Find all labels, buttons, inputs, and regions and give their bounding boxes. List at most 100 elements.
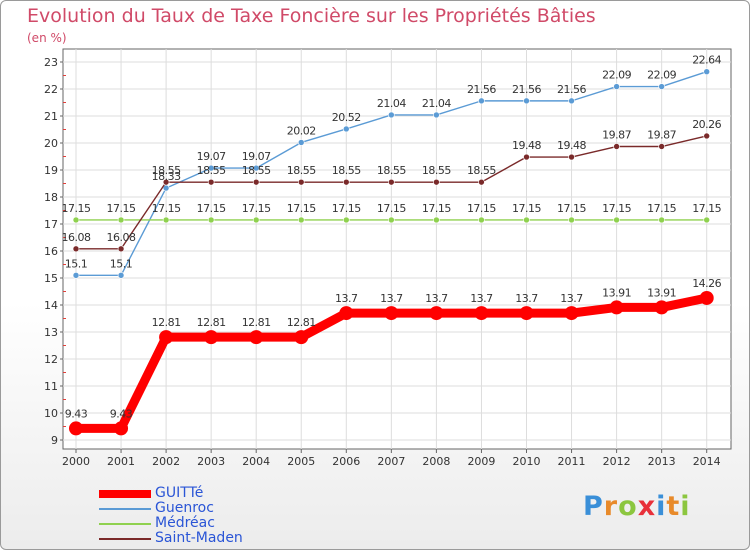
data-point — [117, 216, 125, 224]
legend-swatch — [99, 522, 151, 525]
data-point — [384, 306, 399, 321]
data-point — [654, 300, 669, 315]
logo-letter: i — [680, 491, 691, 522]
data-label: 22.64 — [692, 54, 721, 67]
data-label: 17.15 — [287, 202, 316, 215]
data-label: 18.55 — [377, 164, 406, 177]
data-label: 18.55 — [332, 164, 361, 177]
data-label: 19.48 — [557, 139, 586, 152]
data-label: 17.15 — [692, 202, 721, 215]
data-point — [72, 216, 80, 224]
legend-item: Guenroc — [99, 501, 243, 516]
data-label: 13.7 — [335, 292, 358, 305]
data-point — [658, 143, 665, 150]
data-point — [523, 153, 530, 161]
x-tick-label: 2008 — [422, 455, 450, 468]
data-point — [478, 97, 485, 105]
x-tick-label: 2007 — [377, 455, 405, 468]
data-point — [519, 306, 534, 321]
data-label: 22.09 — [602, 69, 631, 82]
legend-item: GUITTé — [99, 486, 243, 501]
legend-swatch — [99, 489, 151, 498]
data-point — [297, 178, 305, 186]
data-label: 15.1 — [65, 257, 88, 270]
data-label: 12.81 — [197, 316, 226, 329]
x-tick-label: 2009 — [467, 455, 495, 468]
data-label: 16.08 — [62, 231, 91, 244]
data-label: 17.15 — [557, 202, 586, 215]
x-tick-label: 2001 — [107, 455, 135, 468]
data-label: 13.7 — [425, 292, 448, 305]
logo-letter: t — [666, 491, 681, 522]
data-label: 20.02 — [287, 124, 316, 137]
x-tick-label: 2010 — [513, 455, 541, 468]
legend-label: Saint-Maden — [155, 530, 243, 546]
data-point — [162, 216, 170, 224]
data-point — [388, 178, 395, 186]
data-point — [523, 97, 530, 105]
legend-swatch — [99, 507, 151, 510]
y-tick-label: 11 — [44, 380, 58, 393]
x-tick-label: 2002 — [152, 455, 180, 468]
data-label: 18.55 — [242, 164, 271, 177]
legend-swatch — [99, 537, 151, 540]
data-point — [478, 216, 485, 224]
logo-letter: x — [637, 491, 657, 522]
data-label: 14.26 — [692, 277, 721, 290]
data-label: 21.04 — [422, 97, 451, 110]
data-point — [294, 330, 309, 345]
data-point — [339, 306, 354, 321]
data-point — [703, 132, 711, 140]
y-tick-label: 12 — [44, 353, 58, 366]
y-tick-label: 13 — [44, 326, 58, 339]
data-label: 22.09 — [647, 69, 676, 82]
data-point — [703, 216, 711, 224]
data-point — [609, 300, 624, 315]
y-tick-label: 18 — [44, 191, 58, 204]
data-label: 13.91 — [602, 286, 631, 299]
data-point — [568, 97, 575, 105]
x-tick-label: 2000 — [62, 455, 90, 468]
data-point — [568, 216, 575, 224]
data-point — [114, 421, 129, 436]
data-point — [388, 111, 395, 119]
data-label: 12.81 — [152, 316, 181, 329]
legend: GUITTé Guenroc Médréac Saint-Maden — [99, 486, 243, 546]
data-label: 18.55 — [152, 164, 181, 177]
data-point — [252, 216, 260, 224]
data-label: 15.1 — [110, 257, 133, 270]
y-tick-label: 15 — [44, 272, 58, 285]
data-label: 9.43 — [65, 407, 88, 420]
data-point — [613, 83, 620, 90]
legend-item: Saint-Maden — [99, 531, 243, 546]
data-label: 18.55 — [467, 164, 496, 177]
logo-letter: o — [618, 491, 638, 522]
data-label: 21.04 — [377, 97, 406, 110]
data-point — [207, 216, 215, 224]
data-point — [699, 290, 714, 305]
y-tick-label: 20 — [44, 137, 58, 150]
data-point — [297, 216, 305, 224]
legend-label: Médréac — [155, 515, 215, 531]
x-tick-label: 2005 — [287, 455, 315, 468]
data-point — [342, 216, 350, 224]
data-label: 17.15 — [422, 202, 451, 215]
data-point — [568, 153, 575, 161]
data-label: 21.56 — [557, 83, 586, 96]
data-label: 17.15 — [377, 202, 406, 215]
y-axis-unit: (en %) — [27, 31, 67, 45]
data-point — [613, 216, 620, 224]
data-point — [478, 178, 485, 186]
data-label: 19.07 — [242, 150, 271, 163]
proxiti-logo: Proxiti — [583, 491, 691, 522]
data-point — [342, 178, 350, 186]
data-label: 16.08 — [107, 231, 136, 244]
data-label: 21.56 — [467, 83, 496, 96]
y-tick-label: 17 — [44, 218, 58, 231]
x-tick-label: 2013 — [648, 455, 676, 468]
data-label: 20.26 — [692, 118, 721, 131]
y-tick-label: 16 — [44, 245, 58, 258]
data-label: 17.15 — [62, 202, 91, 215]
data-point — [433, 178, 440, 186]
